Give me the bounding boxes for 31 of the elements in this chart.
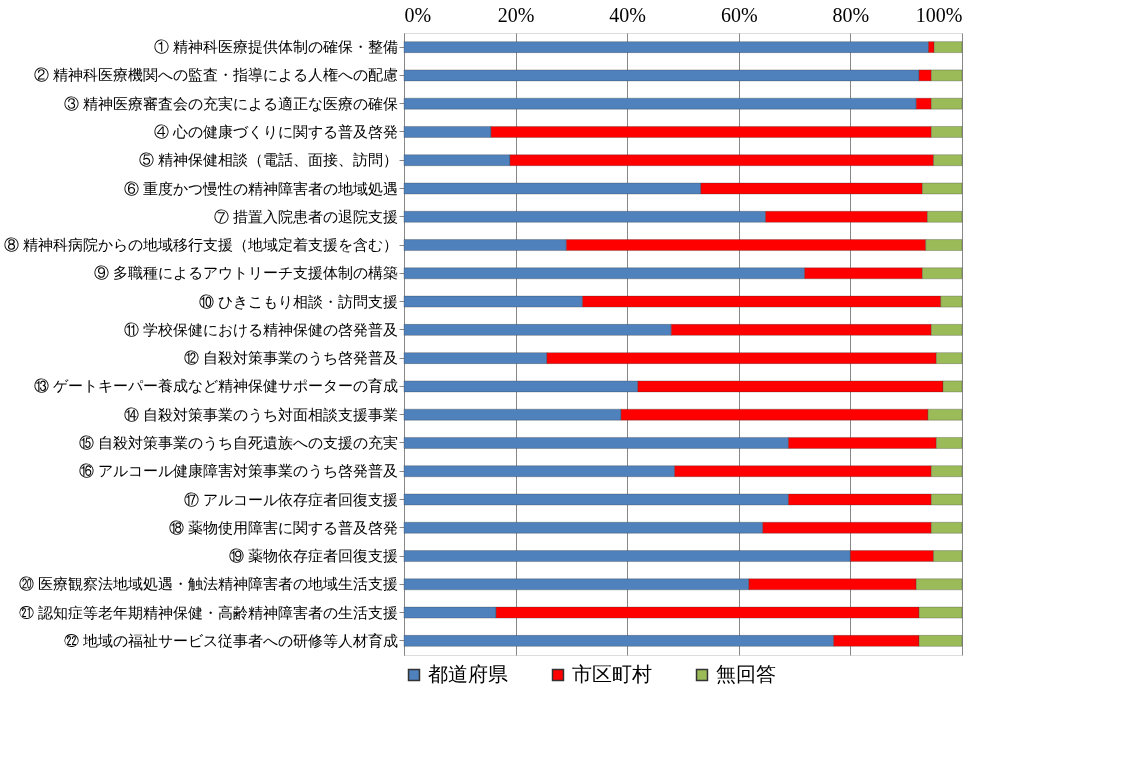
y-tick-label: ⑫ 自殺対策事業のうち啓発普及 bbox=[183, 350, 398, 367]
y-tick-label: ⑬ ゲートキーパー養成など精神保健サポーターの育成 bbox=[33, 378, 398, 395]
x-tick-label: 40% bbox=[609, 3, 647, 26]
y-tick-label: ⑭ 自殺対策事業のうち対面相談支援事業 bbox=[123, 406, 398, 423]
y-tick-label: ㉒ 地域の福祉サービス従事者への研修等人材育成 bbox=[63, 632, 398, 649]
y-tick-label: ⑲ 薬物依存症者回復支援 bbox=[228, 548, 398, 565]
y-tick-label: ⑪ 学校保健における精神保健の啓発普及 bbox=[123, 321, 398, 338]
y-tick-label: ⑩ ひきこもり相談・訪問支援 bbox=[198, 293, 398, 310]
y-tick-label: ⑳ 医療観察法地域処遇・触法精神障害者の地域生活支援 bbox=[18, 576, 398, 593]
y-tick-label: ㉑ 認知症等老年期精神保健・高齢精神障害者の生活支援 bbox=[18, 604, 398, 621]
y-tick-label: ⑨ 多職種によるアウトリーチ支援体制の構築 bbox=[93, 265, 398, 282]
legend-label: 市区町村 bbox=[572, 663, 652, 685]
y-tick-label: ⑥ 重度かつ慢性の精神障害者の地域処遇 bbox=[123, 180, 398, 197]
y-tick-label: ⑦ 措置入院患者の退院支援 bbox=[213, 208, 398, 225]
y-tick-label: ⑮ 自殺対策事業のうち自死遺族への支援の充実 bbox=[78, 434, 398, 451]
x-tick-label: 0% bbox=[404, 3, 432, 26]
y-tick-label: ⑧ 精神科病院からの地域移行支援（地域定着支援を含む） bbox=[3, 237, 398, 254]
y-tick-label: ⑤ 精神保健相談（電話、面接、訪問） bbox=[138, 152, 398, 169]
y-tick-label: ⑱ 薬物使用障害に関する普及啓発 bbox=[168, 519, 398, 536]
x-tick-label: 80% bbox=[832, 3, 870, 26]
y-tick-label: ③ 精神医療審査会の充実による適正な医療の確保 bbox=[63, 95, 398, 112]
legend-label: 都道府県 bbox=[428, 663, 508, 685]
y-tick-label: ② 精神科医療機関への監査・指導による人権への配慮 bbox=[33, 67, 398, 84]
y-tick-label: ⑯ アルコール健康障害対策事業のうち啓発普及 bbox=[78, 463, 398, 480]
legend-label: 無回答 bbox=[716, 663, 776, 685]
y-tick-label: ① 精神科医療提供体制の確保・整備 bbox=[153, 39, 398, 56]
x-tick-label: 60% bbox=[720, 3, 758, 26]
y-tick-label: ⑰ アルコール依存症者回復支援 bbox=[183, 491, 398, 508]
x-tick-label: 100% bbox=[915, 3, 963, 26]
y-tick-label: ④ 心の健康づくりに関する普及啓発 bbox=[153, 123, 398, 140]
x-tick-label: 20% bbox=[497, 3, 535, 26]
